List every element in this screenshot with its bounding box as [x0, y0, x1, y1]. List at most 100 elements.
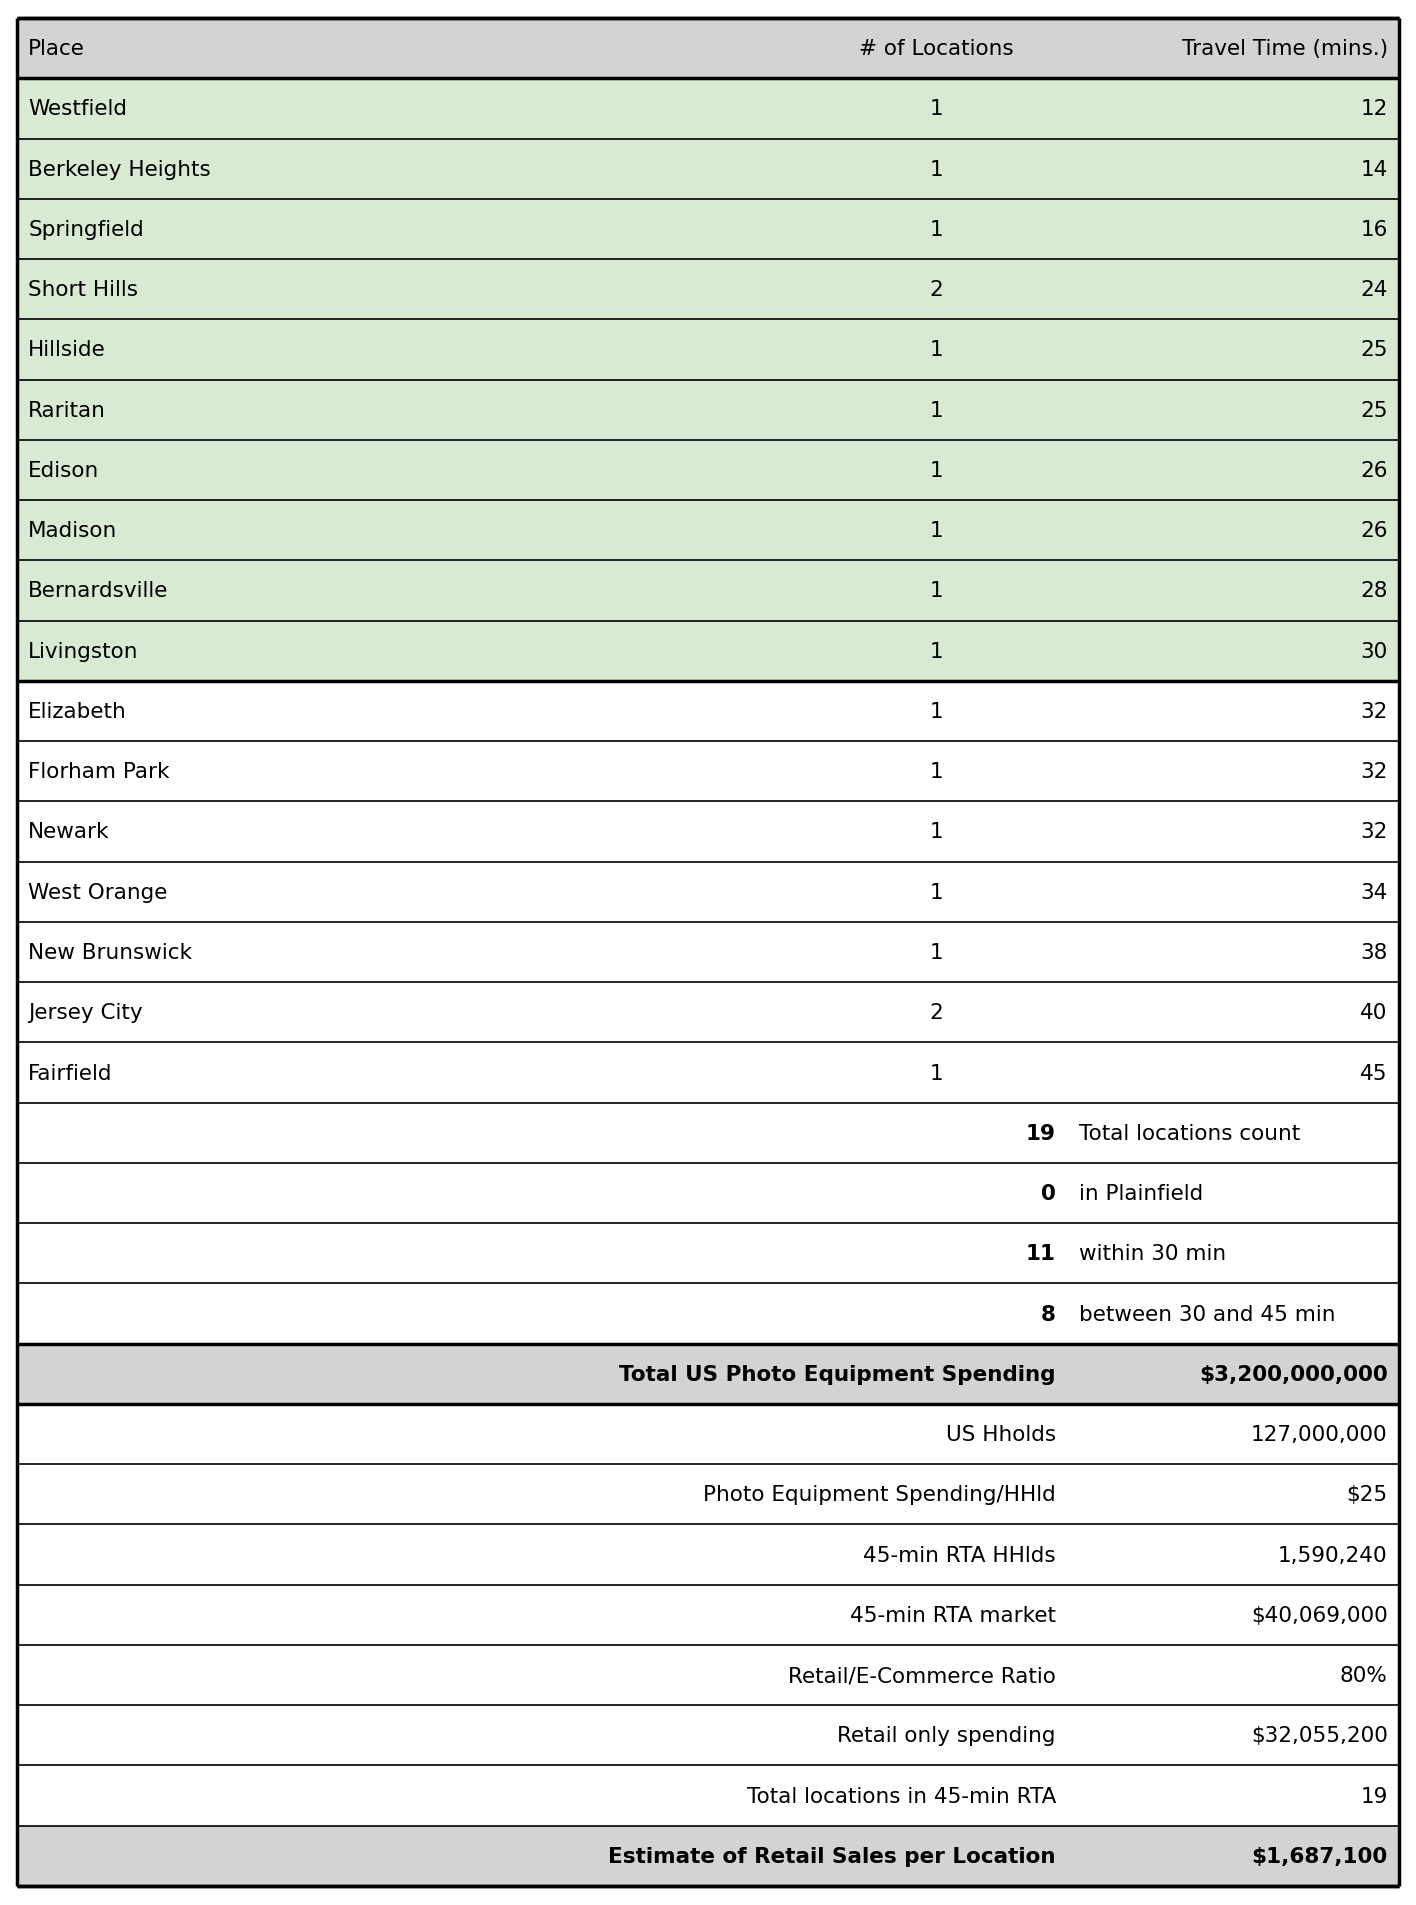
- Bar: [804, 1404, 1068, 1465]
- Bar: [804, 682, 1068, 741]
- Bar: [17, 1585, 804, 1646]
- Bar: [1068, 1223, 1399, 1284]
- Bar: [1068, 1766, 1399, 1825]
- Bar: [17, 922, 804, 983]
- Text: 30: 30: [1361, 642, 1388, 661]
- Text: 26: 26: [1361, 461, 1388, 480]
- Bar: [804, 741, 1068, 802]
- Text: Madison: Madison: [28, 520, 118, 541]
- Text: Travel Time (mins.): Travel Time (mins.): [1181, 40, 1388, 59]
- Bar: [1068, 501, 1399, 562]
- Bar: [804, 320, 1068, 381]
- Text: 1: 1: [929, 823, 943, 842]
- Bar: [17, 983, 804, 1042]
- Text: Newark: Newark: [28, 823, 110, 842]
- Text: $32,055,200: $32,055,200: [1250, 1726, 1388, 1745]
- Text: $1,687,100: $1,687,100: [1252, 1846, 1388, 1865]
- Text: within 30 min: within 30 min: [1079, 1244, 1226, 1263]
- Bar: [17, 1164, 804, 1223]
- Bar: [804, 381, 1068, 440]
- Text: 1: 1: [929, 341, 943, 360]
- Bar: [1068, 1465, 1399, 1524]
- Text: Livingston: Livingston: [28, 642, 139, 661]
- Bar: [804, 1042, 1068, 1103]
- Text: Retail only spending: Retail only spending: [837, 1726, 1056, 1745]
- Text: between 30 and 45 min: between 30 and 45 min: [1079, 1303, 1335, 1324]
- Bar: [1068, 1524, 1399, 1585]
- Text: Bernardsville: Bernardsville: [28, 581, 169, 602]
- Bar: [1068, 259, 1399, 320]
- Text: 1: 1: [929, 520, 943, 541]
- Bar: [17, 200, 804, 259]
- Bar: [17, 1042, 804, 1103]
- Bar: [17, 863, 804, 922]
- Text: 45-min RTA HHlds: 45-min RTA HHlds: [864, 1545, 1056, 1564]
- Text: 1: 1: [929, 99, 943, 120]
- Bar: [804, 802, 1068, 863]
- Bar: [804, 200, 1068, 259]
- Text: Berkeley Heights: Berkeley Heights: [28, 160, 211, 179]
- Bar: [17, 1343, 804, 1404]
- Text: Springfield: Springfield: [28, 219, 144, 240]
- Text: 80%: 80%: [1340, 1665, 1388, 1686]
- Text: 1: 1: [929, 882, 943, 903]
- Bar: [1068, 802, 1399, 863]
- Text: Edison: Edison: [28, 461, 99, 480]
- Text: 34: 34: [1361, 882, 1388, 903]
- Bar: [17, 381, 804, 440]
- Text: Retail/E-Commerce Ratio: Retail/E-Commerce Ratio: [789, 1665, 1056, 1686]
- Bar: [1068, 682, 1399, 741]
- Text: 25: 25: [1361, 400, 1388, 421]
- Text: West Orange: West Orange: [28, 882, 167, 903]
- Bar: [17, 741, 804, 802]
- Text: $25: $25: [1347, 1484, 1388, 1505]
- Bar: [17, 320, 804, 381]
- Bar: [17, 682, 804, 741]
- Bar: [804, 139, 1068, 200]
- Bar: [1068, 1164, 1399, 1223]
- Text: 38: 38: [1361, 943, 1388, 962]
- Text: Place: Place: [28, 40, 85, 59]
- Bar: [804, 1825, 1068, 1886]
- Bar: [804, 1343, 1068, 1404]
- Text: 26: 26: [1361, 520, 1388, 541]
- Bar: [1068, 562, 1399, 621]
- Text: 1: 1: [929, 581, 943, 602]
- Bar: [1068, 922, 1399, 983]
- Bar: [804, 1223, 1068, 1284]
- Bar: [1068, 1343, 1399, 1404]
- Bar: [17, 1223, 804, 1284]
- Bar: [1068, 1705, 1399, 1766]
- Bar: [17, 1103, 804, 1164]
- Text: 28: 28: [1361, 581, 1388, 602]
- Text: 45: 45: [1361, 1063, 1388, 1082]
- Text: 8: 8: [1041, 1303, 1056, 1324]
- Text: in Plainfield: in Plainfield: [1079, 1183, 1204, 1204]
- Text: 0: 0: [1041, 1183, 1056, 1204]
- Bar: [804, 1103, 1068, 1164]
- Text: 32: 32: [1361, 762, 1388, 781]
- Bar: [17, 1766, 804, 1825]
- Text: 1: 1: [929, 219, 943, 240]
- Text: 24: 24: [1361, 280, 1388, 301]
- Bar: [17, 1524, 804, 1585]
- Bar: [1068, 1646, 1399, 1705]
- Text: Photo Equipment Spending/HHld: Photo Equipment Spending/HHld: [704, 1484, 1056, 1505]
- Text: 16: 16: [1361, 219, 1388, 240]
- Bar: [804, 922, 1068, 983]
- Text: 1: 1: [929, 400, 943, 421]
- Text: 19: 19: [1361, 1785, 1388, 1806]
- Bar: [17, 1465, 804, 1524]
- Bar: [17, 139, 804, 200]
- Text: 2: 2: [929, 280, 943, 301]
- Bar: [804, 1646, 1068, 1705]
- Bar: [804, 80, 1068, 139]
- Text: 1: 1: [929, 701, 943, 722]
- Text: 25: 25: [1361, 341, 1388, 360]
- Bar: [1068, 1404, 1399, 1465]
- Bar: [804, 1465, 1068, 1524]
- Text: New Brunswick: New Brunswick: [28, 943, 193, 962]
- Bar: [17, 802, 804, 863]
- Bar: [804, 19, 1068, 80]
- Bar: [17, 259, 804, 320]
